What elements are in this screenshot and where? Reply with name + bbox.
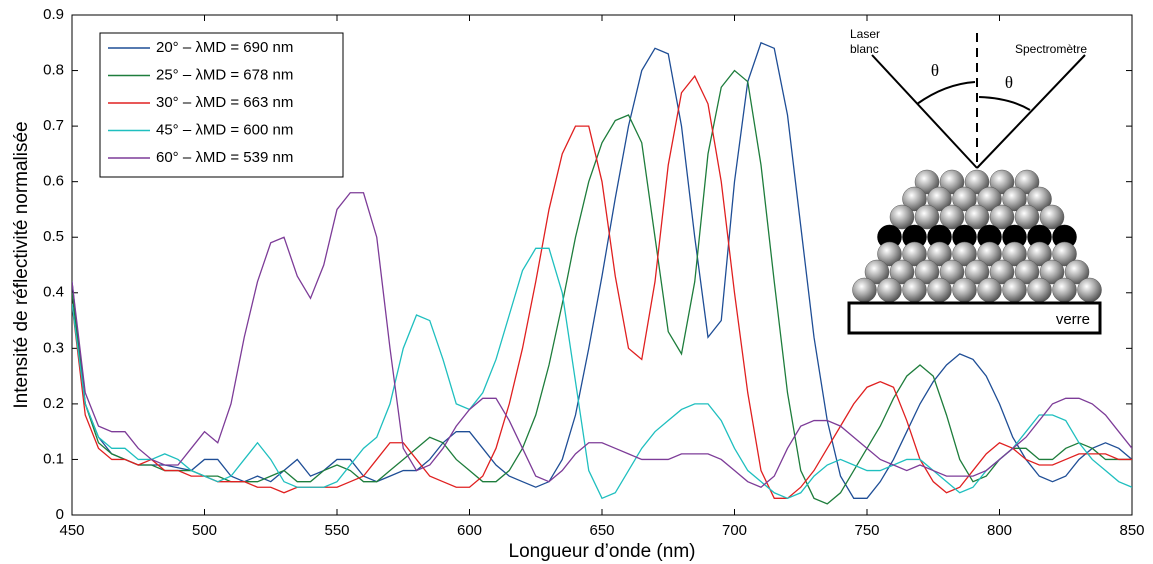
y-tick-label: 0: [56, 506, 64, 523]
inset-label: θ: [931, 61, 939, 80]
sphere: [927, 241, 952, 267]
sphere: [939, 259, 965, 285]
sphere: [989, 259, 1015, 285]
inset-label: verre: [1056, 311, 1090, 328]
sphere: [952, 241, 977, 267]
angle-arc: [916, 81, 976, 105]
plot-lines: [72, 41, 1132, 505]
reflected-ray: [976, 54, 1086, 169]
substrate: [847, 301, 1102, 335]
sphere: [939, 169, 965, 195]
data-line: [72, 69, 1132, 505]
incident-ray: [871, 54, 978, 169]
sphere: [877, 277, 902, 303]
sphere: [1052, 241, 1077, 267]
sphere: [889, 204, 915, 230]
x-tick-label: 850: [1119, 522, 1144, 539]
sphere: [1039, 259, 1065, 285]
inset-label: Laser: [850, 27, 880, 41]
x-tick-label: 450: [59, 522, 84, 539]
sphere: [914, 204, 940, 230]
sphere: [1064, 259, 1090, 285]
sphere: [1027, 277, 1052, 303]
sphere: [1014, 169, 1040, 195]
sphere: [977, 241, 1002, 267]
legend-box: [99, 32, 344, 178]
sphere: [977, 186, 1002, 212]
sphere: [964, 259, 990, 285]
sphere: [902, 277, 927, 303]
x-tick-label: 800: [987, 522, 1012, 539]
sphere: [1027, 186, 1052, 212]
sphere: [927, 277, 952, 303]
y-tick-label: 0.7: [43, 117, 64, 134]
x-tick-label: 650: [589, 522, 614, 539]
y-tick-label: 0.2: [43, 395, 64, 412]
y-tick-label: 0.4: [43, 284, 64, 301]
sphere: [1039, 204, 1065, 230]
x-tick-label: 750: [854, 522, 879, 539]
y-tick-label: 0.5: [43, 228, 64, 245]
sphere: [877, 241, 902, 267]
sphere: [989, 169, 1015, 195]
sphere: [927, 186, 952, 212]
sphere: [1014, 259, 1040, 285]
sphere: [914, 169, 940, 195]
sphere: [1002, 241, 1027, 267]
sphere: [902, 186, 927, 212]
sphere: [964, 204, 990, 230]
sphere: [902, 241, 927, 267]
sphere: [1014, 204, 1040, 230]
sphere: [889, 259, 915, 285]
x-tick-label: 700: [722, 522, 747, 539]
sphere: [939, 204, 965, 230]
y-tick-label: 0.9: [43, 6, 64, 23]
sphere: [1077, 277, 1102, 303]
inset-label: θ: [1005, 73, 1013, 92]
y-tick-label: 0.1: [43, 450, 64, 467]
y-axis-title: Intensité de réflectivité normalisée: [11, 121, 32, 408]
legend-label: 45° – λMD = 600 nm: [156, 121, 293, 138]
sphere: [989, 204, 1015, 230]
x-tick-label: 600: [457, 522, 482, 539]
sphere: [952, 186, 977, 212]
x-tick-label: 550: [324, 522, 349, 539]
sphere: [977, 277, 1002, 303]
x-tick-label: 500: [192, 522, 217, 539]
sphere: [1027, 241, 1052, 267]
sphere: [964, 169, 990, 195]
inset-label: blanc: [850, 42, 879, 56]
sphere: [1052, 277, 1077, 303]
inset-label: Spectromètre: [1015, 42, 1087, 56]
sphere: [952, 277, 977, 303]
sphere: [852, 277, 877, 303]
y-tick-label: 0.6: [43, 173, 64, 190]
y-tick-label: 0.8: [43, 62, 64, 79]
legend-label: 30° – λMD = 663 nm: [156, 94, 293, 111]
x-axis-title: Longueur d’onde (nm): [509, 541, 696, 562]
data-line: [72, 247, 1132, 500]
sphere: [864, 259, 890, 285]
y-tick-label: 0.3: [43, 339, 64, 356]
data-line: [72, 41, 1132, 499]
data-line: [72, 192, 1132, 488]
sphere: [1002, 186, 1027, 212]
sphere: [914, 259, 940, 285]
angle-arc: [978, 96, 1031, 111]
legend-label: 60° – λMD = 539 nm: [156, 149, 293, 166]
sphere: [1002, 277, 1027, 303]
legend-label: 20° – λMD = 690 nm: [156, 39, 293, 56]
legend-label: 25° – λMD = 678 nm: [156, 66, 293, 83]
